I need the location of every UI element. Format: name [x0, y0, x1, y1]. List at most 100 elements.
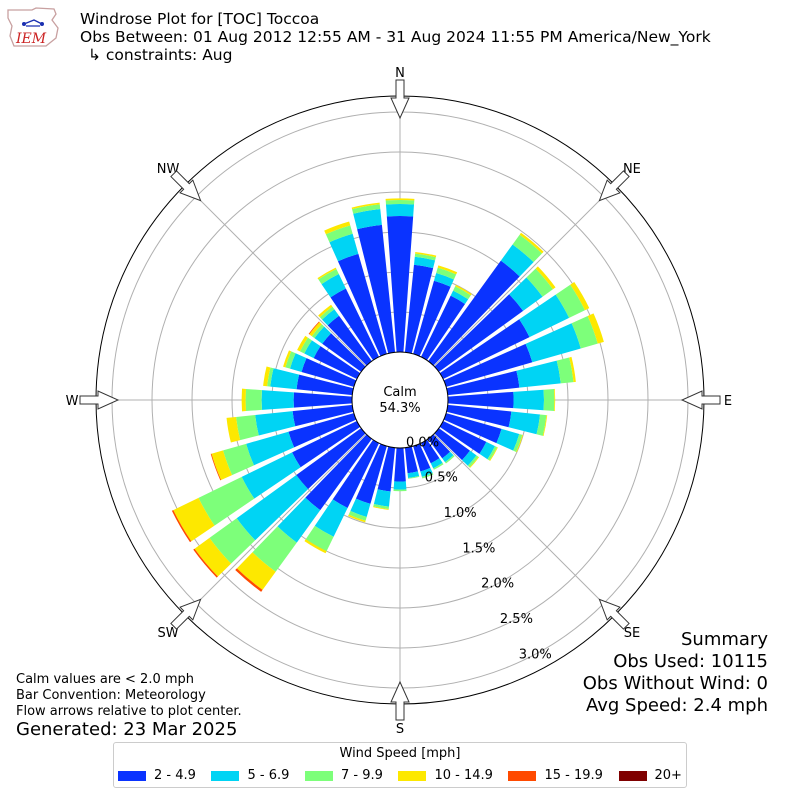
legend-item: 15 - 19.9: [508, 768, 603, 783]
wind-bar-160-bin-1: [420, 467, 433, 477]
wind-bar-280-bin-0: [296, 374, 354, 396]
legend-item: 10 - 14.9: [398, 768, 493, 783]
flow-arrow: [390, 79, 410, 120]
wind-bar-190-bin-2: [373, 503, 389, 510]
wind-bar-90-bin-0: [447, 391, 514, 409]
legend-swatch: [211, 770, 240, 781]
direction-label-e: E: [724, 394, 732, 409]
generated-date: Generated: 23 Mar 2025: [16, 719, 238, 740]
wind-bar-250-bin-2: [223, 443, 254, 476]
wind-bar-160-bin-0: [413, 443, 431, 472]
constraints: ↳ constraints: Aug: [88, 46, 233, 64]
wind-bar-100-bin-1: [508, 411, 541, 435]
radial-tick-label: 1.0%: [444, 506, 477, 521]
wind-bar-330-bin-0: [330, 288, 380, 361]
wind-bar-110-bin-1: [496, 428, 520, 451]
wind-bar-200-bin-0: [355, 443, 387, 504]
legend-swatch: [398, 770, 427, 781]
wind-bar-240-bin-1: [241, 452, 301, 499]
wind-bar-320-bin-0: [327, 315, 372, 366]
radial-tick-label: 3.0%: [519, 647, 552, 662]
wind-bar-310-bin-3: [309, 322, 322, 337]
wind-bar-170-bin-0: [404, 446, 418, 474]
legend-item: 20+: [618, 768, 682, 783]
radial-tick-label: 1.5%: [462, 541, 495, 556]
wind-bar-340-bin-1: [329, 233, 359, 262]
calm-value: 54.3%: [379, 401, 420, 416]
wind-bar-180-bin-0: [394, 447, 406, 482]
legend-label: 15 - 19.9: [544, 768, 603, 783]
wind-bar-240-bin-3: [173, 497, 215, 542]
flow-arrow: [680, 390, 721, 410]
wind-bar-110-bin-0: [443, 413, 502, 444]
wind-bar-50-bin-0: [434, 294, 524, 372]
wind-bar-210-bin-1: [314, 499, 348, 537]
wind-bar-50-bin-1: [509, 277, 543, 311]
wind-bar-220-bin-4: [235, 568, 263, 592]
wind-bar-240-bin-0: [292, 420, 361, 468]
wind-bar-100-bin-3: [542, 415, 548, 437]
direction-label-se: SE: [624, 626, 640, 641]
flow-arrow: [598, 598, 630, 630]
wind-bar-250-bin-0: [288, 413, 357, 448]
legend-label: 20+: [654, 768, 682, 783]
wind-bar-30-bin-1: [450, 290, 469, 304]
direction-label-sw: SW: [158, 626, 179, 641]
wind-bar-310-bin-4: [308, 321, 320, 335]
wind-bar-270-bin-1: [261, 390, 294, 410]
wind-bar-180-bin-2: [393, 489, 407, 492]
wind-bar-300-bin-1: [304, 340, 321, 359]
wind-bar-330-bin-2: [318, 269, 339, 285]
direction-label-w: W: [66, 394, 79, 409]
wind-bar-80-bin-0: [446, 370, 520, 396]
wind-bar-280-bin-3: [263, 366, 271, 387]
wind-bar-170-bin-2: [408, 476, 420, 479]
wind-bar-240-bin-2: [198, 476, 255, 526]
grid-spoke: [184, 433, 367, 616]
wind-bar-90-bin-1: [513, 389, 544, 411]
wind-bar-120-bin-2: [487, 446, 498, 461]
summary-obs-without-wind: Obs Without Wind: 0: [582, 673, 768, 694]
wind-bar-130-bin-2: [467, 455, 479, 468]
wind-bar-70-bin-1: [525, 323, 581, 363]
wind-bar-230-bin-4: [193, 548, 218, 578]
wind-bar-180-bin-1: [393, 481, 407, 490]
wind-bar-140-bin-1: [442, 451, 454, 463]
wind-bar-280-bin-2: [267, 367, 274, 387]
flow-arrows-note: Flow arrows relative to plot center.: [16, 704, 242, 719]
wind-bar-0-bin-2: [385, 200, 415, 205]
flow-arrow: [598, 170, 630, 202]
wind-bar-20-bin-3: [437, 265, 458, 275]
flow-arrow: [170, 170, 202, 202]
wind-bar-190-bin-3: [373, 506, 389, 510]
wind-bar-230-bin-2: [209, 518, 256, 564]
wind-bar-150-bin-2: [433, 462, 444, 470]
wind-bar-160-bin-2: [421, 473, 434, 479]
wind-bar-320-bin-2: [319, 306, 335, 320]
wind-bar-250-bin-4: [210, 453, 222, 481]
legend-item: 5 - 6.9: [211, 768, 289, 783]
wind-bar-40-bin-1: [500, 244, 534, 277]
wind-bar-20-bin-2: [436, 267, 457, 280]
wind-bar-330-bin-1: [321, 274, 346, 298]
wind-bar-90-bin-3: [554, 388, 556, 412]
wind-bar-50-bin-3: [535, 266, 556, 290]
wind-bar-270-bin-0: [293, 392, 353, 408]
wind-bar-220-bin-0: [305, 434, 372, 511]
wind-bar-330-bin-3: [317, 267, 337, 280]
wind-bar-270-bin-2: [245, 388, 262, 412]
wind-bar-250-bin-3: [211, 450, 233, 481]
wind-bar-80-bin-3: [569, 356, 576, 383]
wind-bar-150-bin-1: [430, 458, 443, 469]
wind-bar-310-bin-1: [314, 326, 332, 344]
wind-bar-320-bin-1: [322, 309, 340, 326]
wind-bar-60-bin-2: [555, 284, 585, 318]
legend-label: 5 - 6.9: [247, 768, 290, 783]
wind-bar-60-bin-3: [570, 282, 590, 311]
flow-arrow: [79, 390, 120, 410]
wind-bar-220-bin-1: [277, 497, 321, 543]
wind-bar-210-bin-2: [305, 525, 334, 552]
legend-swatch: [304, 770, 333, 781]
wind-bar-310-bin-0: [322, 333, 366, 372]
